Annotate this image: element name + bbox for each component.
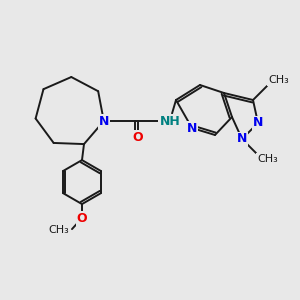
Text: N: N [253,116,263,130]
Text: CH₃: CH₃ [48,225,69,235]
Text: N: N [237,133,247,146]
Text: NH: NH [159,115,180,128]
Text: O: O [133,130,143,144]
Text: O: O [77,212,87,225]
Text: N: N [99,115,109,128]
Text: CH₃: CH₃ [257,154,278,164]
Text: N: N [187,122,197,134]
Text: CH₃: CH₃ [268,75,289,85]
